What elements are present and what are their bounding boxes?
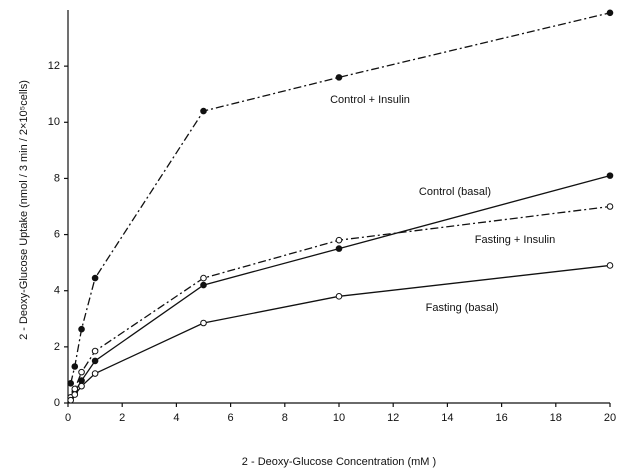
data-point (335, 245, 343, 252)
data-point (606, 262, 614, 269)
data-point (200, 281, 207, 289)
series-label: Control + Insulin (330, 94, 410, 106)
data-point (91, 274, 99, 282)
data-point (335, 293, 343, 300)
data-point (71, 363, 79, 370)
data-point (200, 319, 207, 327)
x-tick-label: 18 (550, 412, 562, 424)
x-tick-label: 8 (282, 412, 288, 424)
data-point (91, 370, 99, 377)
data-point (78, 325, 85, 333)
x-tick-label: 6 (228, 412, 234, 424)
series-label: Fasting + Insulin (475, 234, 555, 246)
series-label: Fasting (basal) (426, 302, 499, 314)
series-line (70, 264, 611, 401)
data-point (91, 357, 99, 365)
x-tick-label: 2 (119, 412, 125, 424)
y-tick-label: 10 (48, 116, 60, 128)
data-point (606, 172, 614, 179)
data-point (78, 382, 85, 390)
y-tick-label: 12 (48, 60, 60, 72)
data-point (67, 380, 75, 387)
data-point (71, 385, 79, 393)
series-line (70, 174, 611, 398)
data-point (67, 396, 75, 404)
data-point (335, 236, 343, 244)
x-axis-label: 2 - Deoxy-Glucose Concentration (mM ) (242, 456, 436, 468)
x-tick-label: 20 (604, 412, 616, 424)
x-tick-label: 14 (441, 412, 453, 424)
data-point (200, 107, 207, 115)
x-tick-label: 4 (173, 412, 179, 424)
data-point (78, 368, 85, 376)
data-point (335, 74, 343, 81)
y-tick-label: 4 (54, 285, 60, 297)
y-tick-label: 2 (54, 341, 60, 353)
y-axis-label: 2 - Deoxy-Glucose Uptake (nmol / 3 min /… (18, 80, 30, 340)
data-point (606, 203, 614, 210)
y-tick-label: 0 (54, 397, 60, 409)
y-tick-label: 6 (54, 228, 60, 240)
data-point (71, 391, 79, 398)
x-tick-label: 12 (387, 412, 399, 424)
x-tick-label: 10 (333, 412, 345, 424)
series-label: Control (basal) (419, 186, 491, 198)
x-tick-label: 16 (495, 412, 507, 424)
data-point (606, 9, 614, 17)
y-tick-label: 8 (54, 172, 60, 184)
data-point (91, 347, 99, 355)
x-tick-label: 0 (65, 412, 71, 424)
data-point (200, 274, 207, 282)
